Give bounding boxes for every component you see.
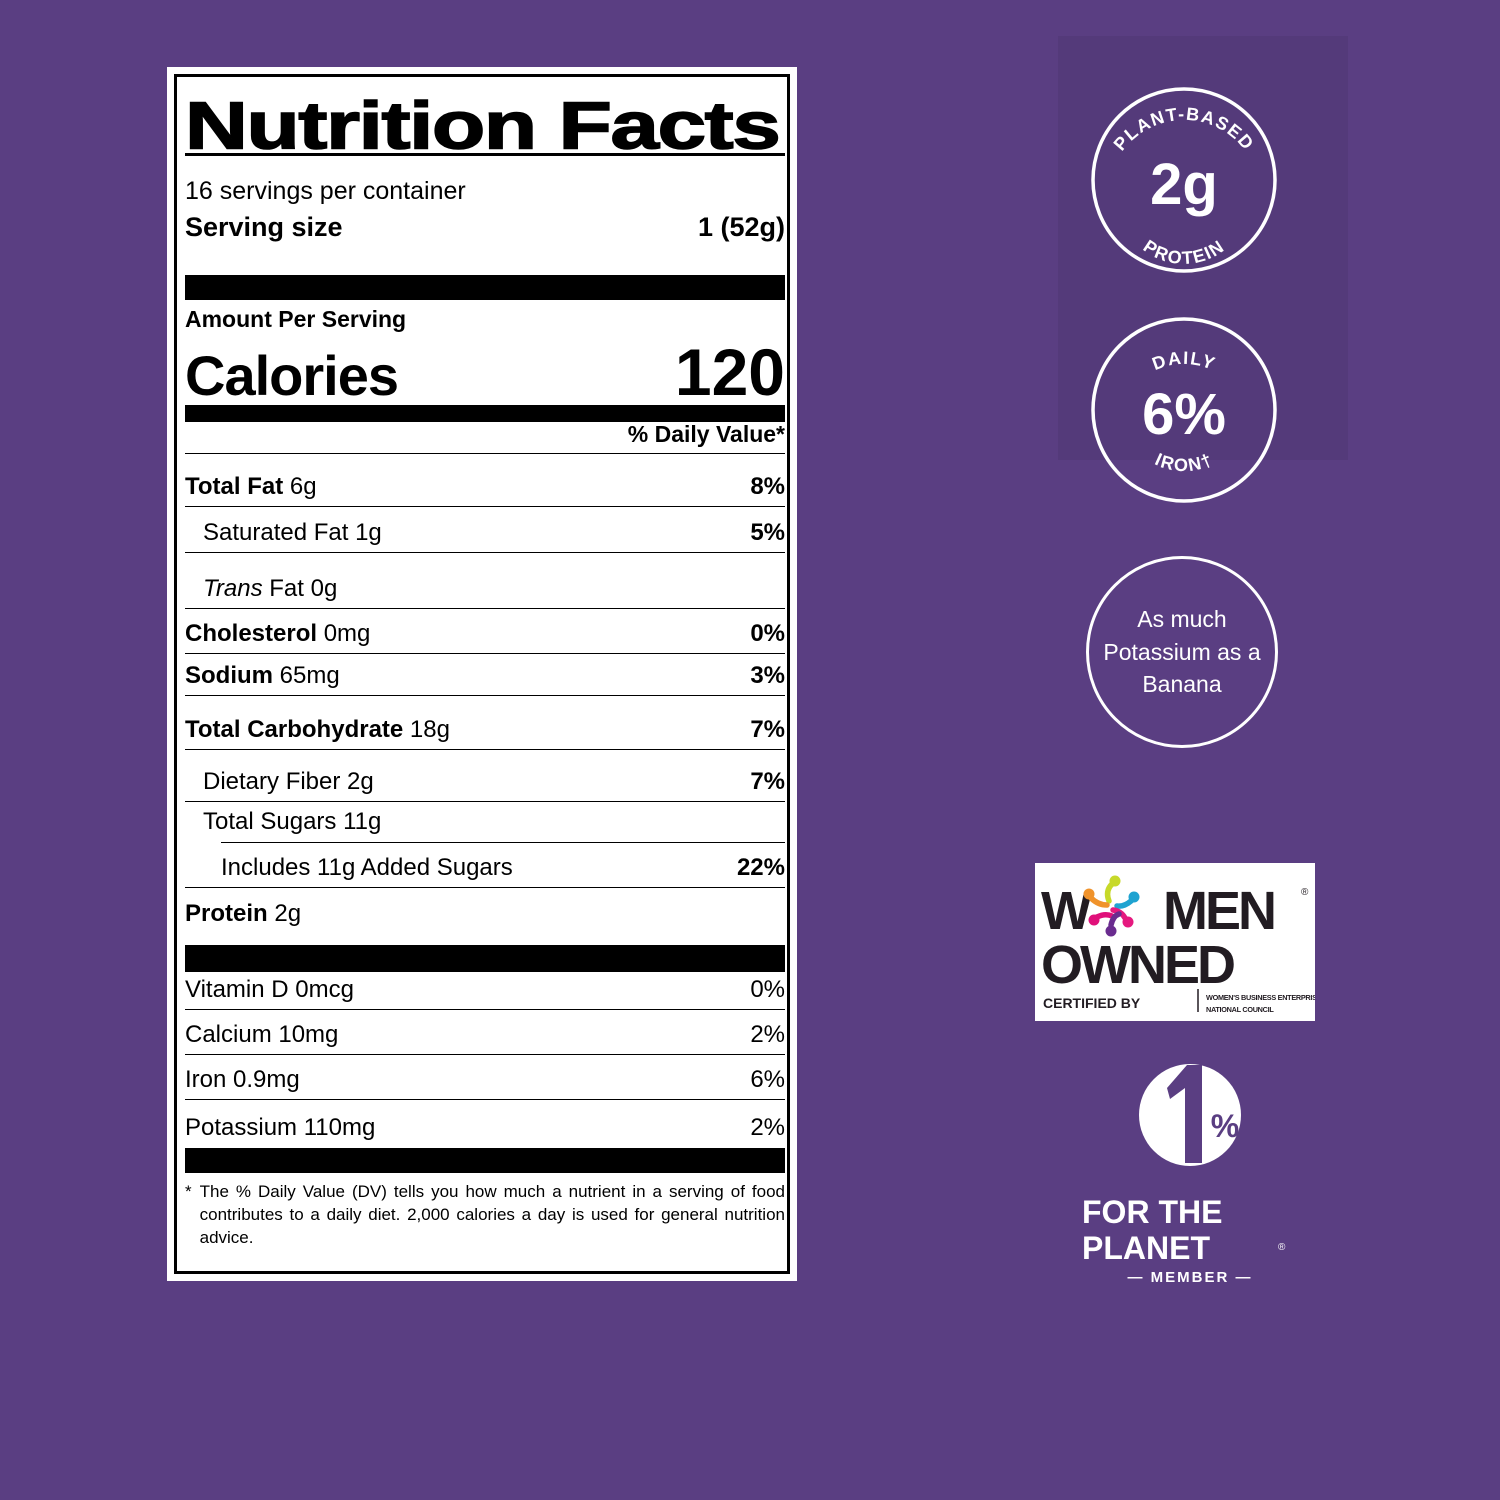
svg-text:CERTIFIED BY: CERTIFIED BY bbox=[1043, 995, 1141, 1011]
svg-text:MEN: MEN bbox=[1163, 881, 1274, 941]
svg-text:PLANT-BASED: PLANT-BASED bbox=[1110, 104, 1259, 155]
svg-text:DAILY: DAILY bbox=[1149, 348, 1218, 374]
svg-text:PLANET: PLANET bbox=[1082, 1230, 1210, 1266]
svg-text:W: W bbox=[1041, 881, 1092, 941]
svg-text:®: ® bbox=[1278, 1242, 1286, 1253]
svg-text:PROTEIN: PROTEIN bbox=[1140, 236, 1228, 268]
svg-text:IRON†: IRON† bbox=[1152, 449, 1216, 475]
svg-text:NATIONAL COUNCIL: NATIONAL COUNCIL bbox=[1206, 1005, 1274, 1014]
svg-text:2g: 2g bbox=[1150, 152, 1218, 217]
svg-text:OWNED: OWNED bbox=[1041, 935, 1234, 995]
svg-text:%: % bbox=[1211, 1108, 1239, 1144]
svg-text:FOR THE: FOR THE bbox=[1082, 1194, 1222, 1230]
svg-text:— MEMBER —: — MEMBER — bbox=[1128, 1269, 1253, 1286]
svg-text:®: ® bbox=[1301, 887, 1309, 898]
svg-text:6%: 6% bbox=[1142, 382, 1226, 447]
svg-text:WOMEN'S BUSINESS ENTERPRISE: WOMEN'S BUSINESS ENTERPRISE bbox=[1206, 993, 1315, 1002]
